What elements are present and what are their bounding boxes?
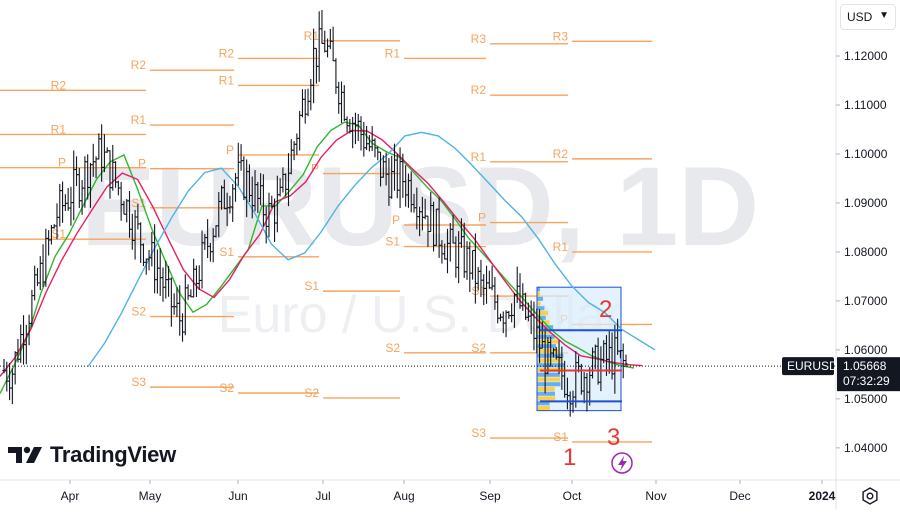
pivot-label: R2 — [471, 83, 487, 97]
volume-profile-bar — [537, 386, 555, 392]
volume-profile-bar — [537, 377, 561, 382]
volume-profile-bar — [537, 306, 545, 311]
price-tag-price: 1.05668 — [843, 359, 887, 373]
pivot-label: S2 — [385, 341, 400, 355]
pivot-label: S1 — [553, 430, 568, 444]
tradingview-logo: TradingView — [8, 440, 176, 470]
tradingview-logo-icon — [8, 446, 42, 463]
price-tag-symbol: EURUSD — [787, 359, 838, 373]
pivot-label: S2 — [471, 341, 486, 355]
lightning-icon[interactable] — [611, 452, 633, 474]
volume-profile-bar — [537, 334, 555, 339]
pivot-label: R2 — [553, 147, 569, 161]
annotations — [0, 329, 836, 403]
pivot-label: R1 — [51, 122, 67, 136]
pivot-label: S1 — [304, 279, 319, 293]
x-tick-label: May — [139, 489, 162, 503]
volume-profile-bar — [537, 401, 550, 406]
volume-profile-bar — [537, 291, 540, 297]
pivot-label: R3 — [553, 29, 569, 43]
volume-profile-bar — [537, 315, 546, 320]
x-tick-label: 2024 — [809, 489, 836, 503]
pivot-label: R2 — [51, 78, 67, 92]
pivot-label: R1 — [471, 150, 487, 164]
tradingview-logo-text: TradingView — [50, 442, 176, 467]
pivot-label: R1 — [553, 240, 569, 254]
volume-profile-bar — [537, 382, 561, 387]
pivot-label: S1 — [131, 196, 146, 210]
pivot-label: P — [478, 211, 486, 225]
pivot-label: P — [392, 213, 400, 227]
y-tick-label: 1.10000 — [844, 147, 888, 161]
x-tick-label: Jul — [315, 489, 330, 503]
pivot-label: R1 — [385, 46, 401, 60]
x-tick-label: Oct — [563, 489, 582, 503]
settings-button[interactable] — [858, 484, 882, 508]
pivot-label: S2 — [219, 381, 234, 395]
moving-average-line — [0, 129, 643, 377]
pivot-label: R2 — [219, 46, 235, 60]
volume-profile-bar — [537, 287, 540, 292]
annotation-label-3: 3 — [607, 424, 620, 451]
currency-selector[interactable]: USD ▼ — [840, 4, 896, 30]
pivot-levels: R2 R1 P S1 R2 R1 P S1 S2 S3 R2 R1 P S1 S2 R1 P S1 S2 R1 P S1 S… — [0, 29, 652, 444]
chevron-down-icon: ▼ — [879, 10, 889, 21]
volume-profile-bar — [537, 372, 560, 377]
x-tick-label: Aug — [393, 489, 414, 503]
annotation-label-1: 1 — [563, 444, 576, 471]
watermark-symbol: EURUSD, 1D — [81, 144, 759, 269]
price-tag-countdown: 07:32:29 — [843, 374, 890, 388]
y-tick-label: 1.11000 — [844, 98, 887, 112]
y-tick-label: 1.09000 — [844, 196, 888, 210]
x-tick-label: Apr — [61, 489, 80, 503]
pivot-label: R2 — [131, 58, 147, 72]
volume-profile-bar — [537, 329, 551, 335]
x-tick-label: Nov — [645, 489, 666, 503]
pivot-label: P — [58, 156, 66, 170]
pivot-label: S2 — [304, 386, 319, 400]
y-tick-label: 1.07000 — [844, 294, 888, 308]
volume-profile-bar — [537, 358, 562, 363]
x-tick-label: Dec — [729, 489, 750, 503]
pivot-label: R1 — [219, 73, 235, 87]
pivot-label: R1 — [131, 113, 147, 127]
pivot-label: P — [311, 162, 319, 176]
pivot-label: S3 — [471, 426, 486, 440]
pivot-label: P — [138, 157, 146, 171]
price-tag-price-bg — [837, 357, 900, 392]
volume-profile-bar — [537, 301, 541, 306]
pivot-label: S2 — [131, 305, 146, 319]
pivot-label: R3 — [471, 32, 487, 46]
y-tick-label: 1.12000 — [844, 49, 888, 63]
x-tick-label: Sep — [479, 489, 501, 503]
volume-profile-bar — [537, 296, 543, 301]
candlesticks — [2, 10, 628, 417]
volume-profile-bar — [537, 344, 556, 349]
annotation-label-2: 2 — [599, 296, 612, 323]
price-tag-symbol-bg — [782, 357, 834, 376]
y-tick-label: 1.08000 — [844, 245, 888, 259]
y-tick-label: 1.05000 — [844, 392, 888, 406]
volume-profile-bar — [537, 405, 550, 411]
pivot-label: P — [226, 143, 234, 157]
last-price-tag: EURUSD 1.05668 07:32:29 — [782, 357, 900, 392]
y-tick-label: 1.04000 — [844, 441, 888, 455]
pivot-label: S1 — [385, 235, 400, 249]
volume-profile-bar — [537, 391, 556, 396]
pivot-label: R1 — [304, 29, 320, 43]
y-tick-label: 1.06000 — [844, 343, 888, 357]
volume-profile-bar — [537, 320, 550, 325]
volume-profile-bar — [537, 396, 556, 401]
pivot-label: S1 — [219, 245, 234, 259]
pivot-label: S1 — [51, 227, 66, 241]
volume-profile-bar — [537, 310, 549, 316]
gear-icon — [862, 487, 878, 505]
x-tick-label: Jun — [228, 489, 247, 503]
pivot-label: S3 — [131, 375, 146, 389]
currency-label: USD — [847, 10, 873, 24]
moving-average-line — [87, 131, 656, 368]
